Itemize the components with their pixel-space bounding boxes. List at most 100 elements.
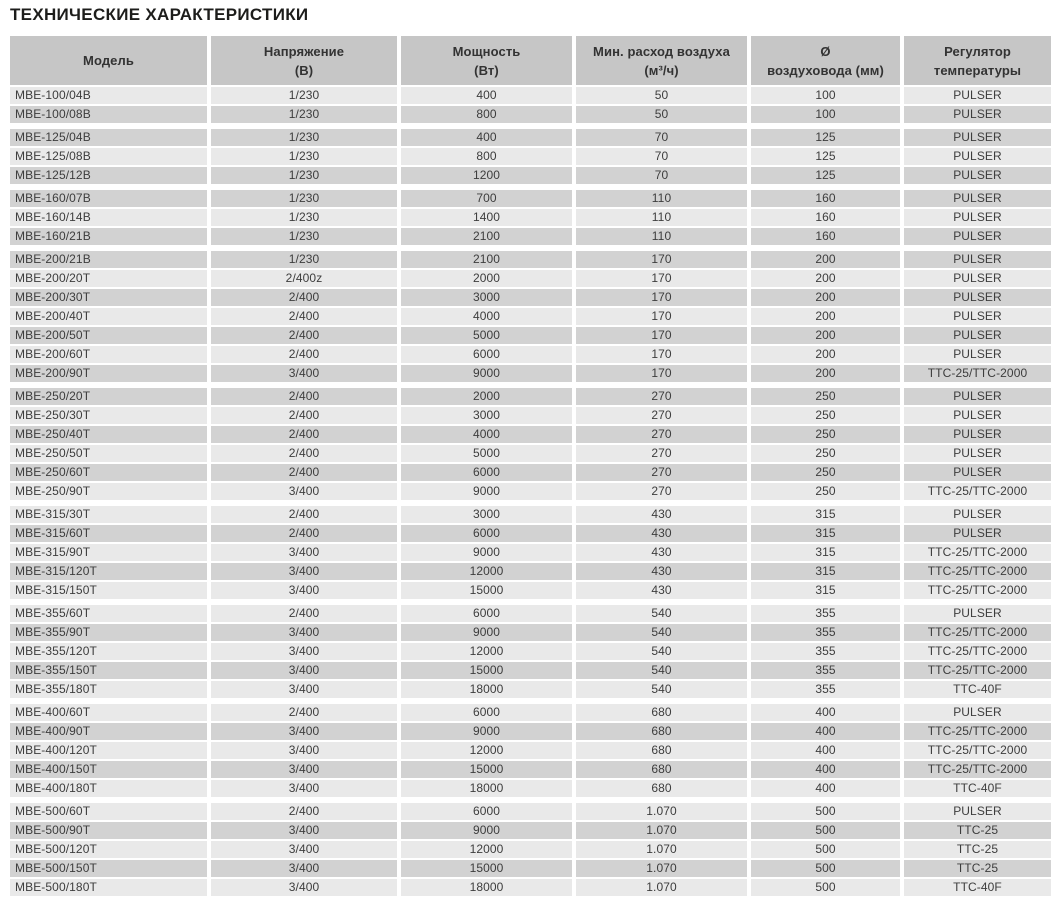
table-row: MBE-200/30T 2/400 3000 170 200 PULSER: [10, 289, 1051, 306]
cell-voltage: 2/400: [211, 327, 397, 344]
cell-duct-diameter: 200: [751, 289, 900, 306]
table-row: MBE-355/180T 3/400 18000 540 355 TTC-40F: [10, 681, 1051, 698]
cell-power: 3000: [401, 407, 572, 424]
cell-voltage: 2/400: [211, 803, 397, 820]
cell-model: MBE-315/90T: [10, 544, 207, 561]
cell-temp-regulator: PULSER: [904, 605, 1051, 622]
table-row: MBE-125/08B 1/230 800 70 125 PULSER: [10, 148, 1051, 165]
table-row: MBE-315/60T 2/400 6000 430 315 PULSER: [10, 525, 1051, 542]
cell-airflow: 70: [576, 148, 747, 165]
model-group: MBE-100/04B 1/230 400 50 100 PULSER MBE-100/08…: [10, 87, 1051, 123]
cell-power: 1400: [401, 209, 572, 226]
cell-duct-diameter: 160: [751, 209, 900, 226]
cell-duct-diameter: 160: [751, 228, 900, 245]
cell-temp-regulator: PULSER: [904, 803, 1051, 820]
cell-voltage: 3/400: [211, 563, 397, 580]
cell-power: 9000: [401, 822, 572, 839]
cell-power: 12000: [401, 742, 572, 759]
table-row: MBE-500/120T 3/400 12000 1.070 500 TTC-25: [10, 841, 1051, 858]
cell-power: 15000: [401, 582, 572, 599]
cell-airflow: 70: [576, 167, 747, 184]
cell-power: 15000: [401, 662, 572, 679]
cell-temp-regulator: PULSER: [904, 388, 1051, 405]
model-group: MBE-315/30T 2/400 3000 430 315 PULSER MBE-315/…: [10, 506, 1051, 599]
cell-power: 6000: [401, 605, 572, 622]
cell-airflow: 170: [576, 365, 747, 382]
cell-model: MBE-100/04B: [10, 87, 207, 104]
cell-model: MBE-355/90T: [10, 624, 207, 641]
cell-model: MBE-200/21B: [10, 251, 207, 268]
table-row: MBE-250/30T 2/400 3000 270 250 PULSER: [10, 407, 1051, 424]
cell-power: 15000: [401, 860, 572, 877]
cell-voltage: 3/400: [211, 582, 397, 599]
cell-voltage: 3/400: [211, 841, 397, 858]
cell-model: MBE-250/90T: [10, 483, 207, 500]
cell-power: 12000: [401, 563, 572, 580]
cell-power: 2000: [401, 388, 572, 405]
cell-airflow: 270: [576, 388, 747, 405]
cell-duct-diameter: 125: [751, 148, 900, 165]
cell-duct-diameter: 200: [751, 308, 900, 325]
cell-airflow: 430: [576, 506, 747, 523]
cell-voltage: 3/400: [211, 365, 397, 382]
cell-power: 6000: [401, 525, 572, 542]
cell-temp-regulator: PULSER: [904, 308, 1051, 325]
cell-temp-regulator: TTC-25/TTC-2000: [904, 643, 1051, 660]
cell-model: MBE-500/180T: [10, 879, 207, 896]
cell-voltage: 1/230: [211, 251, 397, 268]
cell-temp-regulator: TTC-40F: [904, 681, 1051, 698]
cell-airflow: 1.070: [576, 860, 747, 877]
cell-airflow: 430: [576, 582, 747, 599]
table-row: MBE-500/90T 3/400 9000 1.070 500 TTC-25: [10, 822, 1051, 839]
cell-model: MBE-160/21B: [10, 228, 207, 245]
cell-airflow: 270: [576, 426, 747, 443]
cell-duct-diameter: 200: [751, 327, 900, 344]
cell-temp-regulator: PULSER: [904, 129, 1051, 146]
cell-voltage: 3/400: [211, 681, 397, 698]
column-header-line: Мин. расход воздуха: [593, 43, 730, 59]
column-header-line: температуры: [933, 62, 1022, 78]
cell-duct-diameter: 315: [751, 525, 900, 542]
cell-duct-diameter: 200: [751, 346, 900, 363]
cell-model: MBE-125/08B: [10, 148, 207, 165]
cell-airflow: 1.070: [576, 822, 747, 839]
cell-model: MBE-315/30T: [10, 506, 207, 523]
cell-airflow: 1.070: [576, 879, 747, 896]
cell-temp-regulator: TTC-25/TTC-2000: [904, 723, 1051, 740]
table-row: MBE-400/180T 3/400 18000 680 400 TTC-40F: [10, 780, 1051, 797]
cell-temp-regulator: TTC-25/TTC-2000: [904, 483, 1051, 500]
cell-voltage: 1/230: [211, 190, 397, 207]
cell-duct-diameter: 355: [751, 624, 900, 641]
cell-voltage: 3/400: [211, 662, 397, 679]
cell-model: MBE-200/30T: [10, 289, 207, 306]
column-header-temp-regulator: Регулятор температуры: [904, 36, 1051, 85]
table-row: MBE-100/08B 1/230 800 50 100 PULSER: [10, 106, 1051, 123]
cell-model: MBE-200/90T: [10, 365, 207, 382]
cell-airflow: 680: [576, 742, 747, 759]
cell-temp-regulator: PULSER: [904, 148, 1051, 165]
cell-airflow: 170: [576, 289, 747, 306]
cell-temp-regulator: TTC-25: [904, 841, 1051, 858]
cell-power: 9000: [401, 723, 572, 740]
cell-model: MBE-355/60T: [10, 605, 207, 622]
cell-voltage: 3/400: [211, 643, 397, 660]
cell-voltage: 1/230: [211, 87, 397, 104]
table-row: MBE-400/150T 3/400 15000 680 400 TTC-25/TTC-2…: [10, 761, 1051, 778]
cell-power: 4000: [401, 426, 572, 443]
cell-temp-regulator: PULSER: [904, 407, 1051, 424]
cell-airflow: 170: [576, 327, 747, 344]
cell-power: 15000: [401, 761, 572, 778]
cell-temp-regulator: TTC-25/TTC-2000: [904, 742, 1051, 759]
cell-duct-diameter: 250: [751, 483, 900, 500]
cell-duct-diameter: 355: [751, 681, 900, 698]
cell-model: MBE-125/12B: [10, 167, 207, 184]
table-row: MBE-400/90T 3/400 9000 680 400 TTC-25/TTC-200…: [10, 723, 1051, 740]
cell-duct-diameter: 200: [751, 251, 900, 268]
cell-model: MBE-315/60T: [10, 525, 207, 542]
cell-power: 2000: [401, 270, 572, 287]
cell-power: 9000: [401, 365, 572, 382]
model-group: MBE-400/60T 2/400 6000 680 400 PULSER MBE-400/…: [10, 704, 1051, 797]
cell-duct-diameter: 315: [751, 582, 900, 599]
cell-temp-regulator: TTC-25/TTC-2000: [904, 582, 1051, 599]
